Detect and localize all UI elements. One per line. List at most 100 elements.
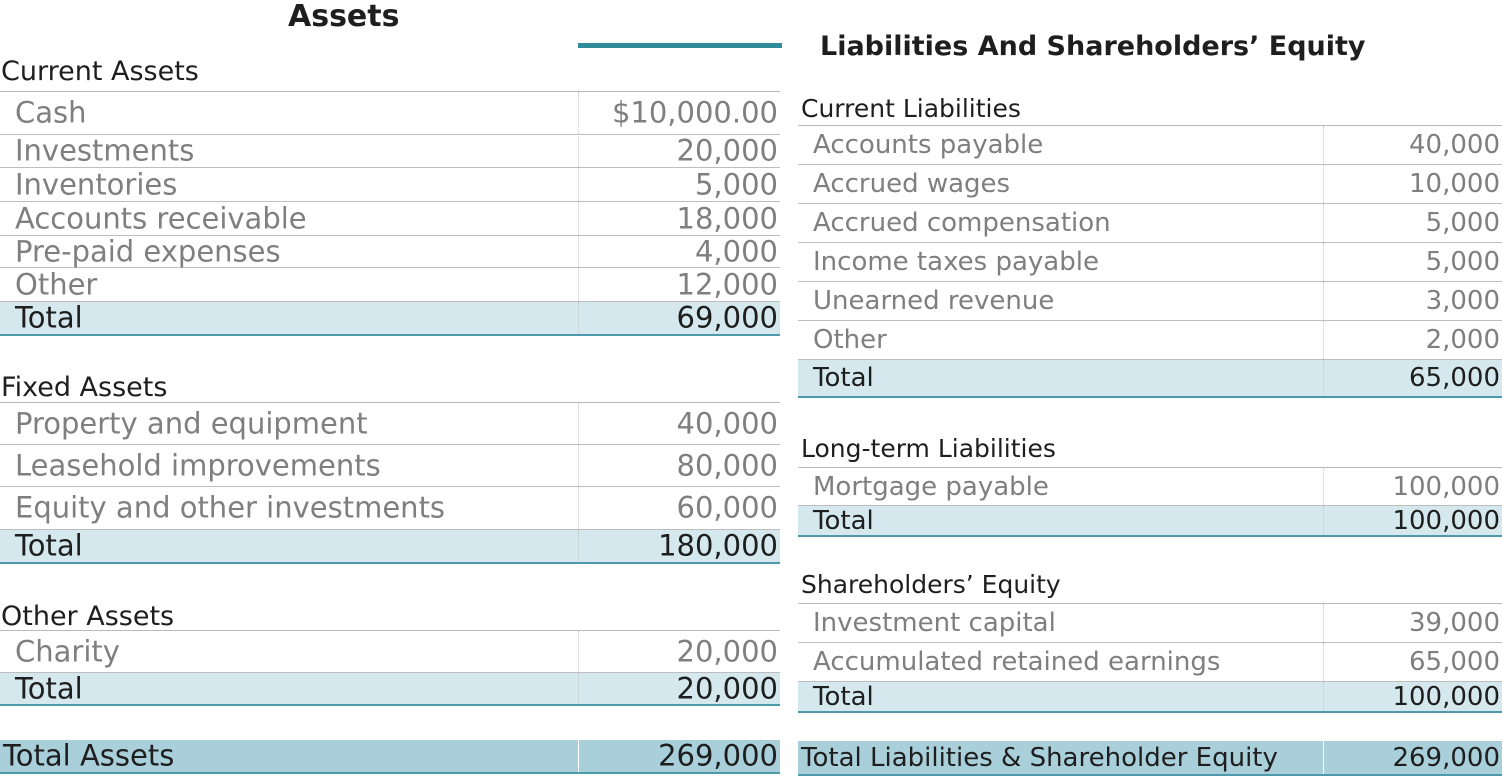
row-label: Accounts receivable [15,201,307,235]
long-term-liabilities-heading: Long-term Liabilities [801,434,1056,463]
total-value: 65,000 [1409,363,1500,393]
row-value: 65,000 [1409,647,1500,677]
row-label: Other [813,325,887,355]
column-separator [1323,126,1324,164]
column-separator [578,202,579,235]
row-label: Other [15,267,98,301]
column-separator [1323,643,1324,681]
row-value: 2,000 [1425,325,1500,355]
row-label: Accumulated retained earnings [813,647,1221,677]
total-liabilities-equity-row: Total Liabilities & Shareholder Equity 2… [798,741,1502,776]
column-separator [578,236,579,267]
total-value: 100,000 [1392,681,1500,712]
column-separator [578,302,579,334]
total-label: Total [15,671,83,705]
row-value: 39,000 [1409,608,1500,638]
total-value: 180,000 [658,528,778,563]
total-label: Total [813,681,874,712]
row-value: 5,000 [1425,208,1500,238]
row-label: Accrued compensation [813,208,1111,238]
column-separator [1323,204,1324,242]
table-row: Property and equipment 40,000 [0,403,780,445]
current-liabilities-heading-line [798,125,1502,126]
row-value: 80,000 [676,448,778,482]
total-label: Total [813,505,874,536]
column-separator [578,740,579,772]
grand-total-value: 269,000 [1392,742,1500,773]
other-assets-heading: Other Assets [1,601,175,632]
fixed-assets-heading: Fixed Assets [1,372,168,403]
table-row: Accrued wages 10,000 [798,165,1502,204]
table-row: Mortgage payable 100,000 [798,468,1502,506]
row-value: 20,000 [676,634,778,668]
total-assets-row: Total Assets 269,000 [0,740,780,774]
row-value: 5,000 [694,167,778,201]
column-separator [578,268,579,301]
column-separator [1323,468,1324,505]
column-separator [1323,506,1324,535]
shareholders-equity-heading-line [798,603,1502,604]
total-value: 20,000 [676,671,778,705]
row-label: Income taxes payable [813,247,1099,277]
column-separator [1323,243,1324,281]
column-separator [578,445,579,486]
column-separator [578,631,579,672]
column-separator [578,530,579,562]
shareholders-equity-total-row: Total 100,000 [798,682,1502,713]
table-row: Investments 20,000 [0,134,780,168]
other-assets-heading-line [0,630,780,631]
fixed-assets-total-row: Total 180,000 [0,530,780,564]
assets-title: Assets [288,0,400,34]
column-separator [578,487,579,529]
table-row: Cash $10,000.00 [0,92,780,135]
total-label: Total [15,300,83,335]
row-label: Charity [15,634,120,668]
grand-total-label: Total Liabilities & Shareholder Equity [801,742,1278,773]
current-liabilities-total-row: Total 65,000 [798,360,1502,398]
column-separator [578,168,579,201]
column-separator [1323,741,1324,774]
total-label: Total [15,528,83,563]
fixed-assets-heading-line [0,402,780,403]
column-separator [578,403,579,444]
liabilities-title: Liabilities And Shareholders’ Equity [820,31,1366,62]
table-row: Leasehold improvements 80,000 [0,445,780,487]
row-label: Investment capital [813,608,1056,638]
row-label: Mortgage payable [813,471,1049,502]
row-label: Leasehold improvements [15,448,381,482]
grand-total-value: 269,000 [658,738,778,773]
row-value: 60,000 [676,490,778,525]
row-value: 100,000 [1392,471,1500,502]
long-term-liabilities-heading-line [798,467,1502,468]
total-value: 69,000 [676,300,778,335]
row-value: 20,000 [676,133,778,167]
column-separator [1323,682,1324,711]
table-row: Investment capital 39,000 [798,604,1502,643]
row-label: Inventories [15,167,178,201]
table-row: Accrued compensation 5,000 [798,204,1502,243]
row-label: Unearned revenue [813,286,1055,316]
other-assets-total-row: Total 20,000 [0,673,780,706]
current-liabilities-heading: Current Liabilities [801,94,1021,123]
column-separator [1323,604,1324,642]
row-value: 10,000 [1409,169,1500,199]
column-separator [578,673,579,704]
table-row: Accumulated retained earnings 65,000 [798,643,1502,682]
table-row: Accounts payable 40,000 [798,126,1502,165]
row-value: 4,000 [694,234,778,268]
row-label: Accrued wages [813,169,1011,199]
table-row: Unearned revenue 3,000 [798,282,1502,321]
column-separator [1323,282,1324,320]
table-row: Pre-paid expenses 4,000 [0,236,780,268]
column-separator [578,134,579,167]
table-row: Equity and other investments 60,000 [0,487,780,530]
table-row: Other 12,000 [0,268,780,302]
row-value: 40,000 [676,406,778,440]
column-separator [578,92,579,134]
row-label: Cash [15,95,87,130]
column-separator [1323,321,1324,359]
current-assets-total-row: Total 69,000 [0,302,780,336]
row-value: 5,000 [1425,247,1500,277]
shareholders-equity-heading: Shareholders’ Equity [801,570,1061,599]
row-value: $10,000.00 [611,95,778,130]
